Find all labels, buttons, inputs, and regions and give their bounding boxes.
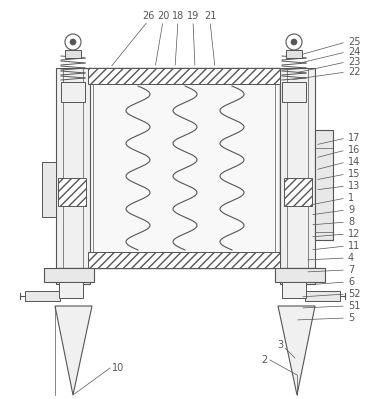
Bar <box>65 50 81 58</box>
Text: 25: 25 <box>348 37 361 47</box>
Text: 51: 51 <box>348 301 361 311</box>
Bar <box>315 130 333 240</box>
Bar <box>25 291 60 301</box>
Text: 16: 16 <box>348 145 360 155</box>
Text: 10: 10 <box>112 363 124 373</box>
Text: 6: 6 <box>348 277 354 287</box>
Text: 11: 11 <box>348 241 360 251</box>
Text: 21: 21 <box>204 11 216 21</box>
Bar <box>282 82 306 102</box>
Bar <box>93 84 275 252</box>
Bar <box>58 178 86 206</box>
Circle shape <box>291 39 297 45</box>
Polygon shape <box>55 306 92 395</box>
Text: 14: 14 <box>348 157 360 167</box>
Circle shape <box>70 39 76 45</box>
Polygon shape <box>278 306 315 395</box>
Text: 2: 2 <box>262 355 268 365</box>
Text: 8: 8 <box>348 217 354 227</box>
Text: 18: 18 <box>172 11 184 21</box>
Bar <box>61 82 85 102</box>
Text: 26: 26 <box>142 11 154 21</box>
Bar <box>88 68 280 84</box>
Text: 52: 52 <box>348 289 361 299</box>
Bar <box>280 68 315 268</box>
Bar <box>56 268 90 284</box>
Bar <box>88 252 280 268</box>
Bar <box>59 282 83 298</box>
Bar <box>56 68 90 268</box>
Text: 1: 1 <box>348 193 354 203</box>
Bar <box>44 268 94 282</box>
Text: 20: 20 <box>157 11 169 21</box>
Text: 22: 22 <box>348 67 361 77</box>
Bar <box>275 268 325 282</box>
Bar <box>282 282 306 298</box>
Bar <box>280 268 315 284</box>
Text: 19: 19 <box>187 11 199 21</box>
Text: 23: 23 <box>348 57 361 67</box>
Bar <box>88 68 280 268</box>
Text: 9: 9 <box>348 205 354 215</box>
Bar <box>305 291 340 301</box>
Text: 3: 3 <box>277 340 283 350</box>
Text: 5: 5 <box>348 313 354 323</box>
Bar <box>286 50 302 58</box>
Text: 12: 12 <box>348 229 361 239</box>
Text: 4: 4 <box>348 253 354 263</box>
Text: 7: 7 <box>348 265 354 275</box>
Text: 13: 13 <box>348 181 360 191</box>
Text: 15: 15 <box>348 169 361 179</box>
Text: 24: 24 <box>348 47 361 57</box>
Bar <box>42 162 56 217</box>
Bar <box>284 178 312 206</box>
Text: 17: 17 <box>348 133 361 143</box>
